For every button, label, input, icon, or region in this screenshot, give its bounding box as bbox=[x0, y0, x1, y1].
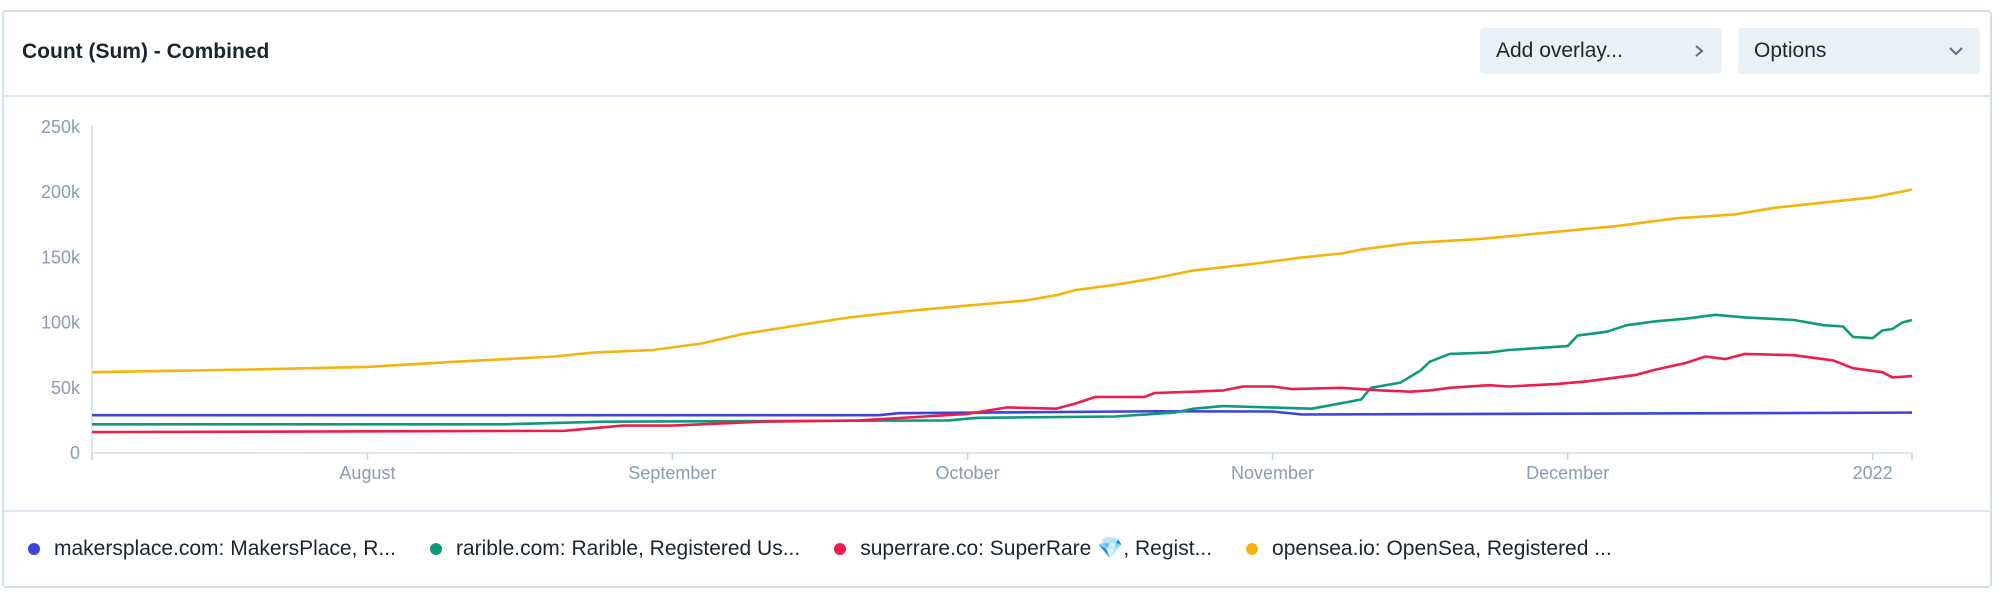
options-dropdown[interactable]: Options bbox=[1738, 28, 1980, 74]
x-tick-label: 2022 bbox=[1853, 463, 1893, 483]
series-line-1 bbox=[92, 313, 1913, 426]
chart-legend: makersplace.com: MakersPlace, R... rarib… bbox=[4, 510, 1990, 586]
legend-item-opensea[interactable]: opensea.io: OpenSea, Registered ... bbox=[1246, 537, 1612, 561]
y-tick-label: 150k bbox=[41, 247, 81, 267]
legend-item-makersplace[interactable]: makersplace.com: MakersPlace, R... bbox=[28, 537, 396, 561]
y-tick-label: 0 bbox=[70, 443, 80, 463]
x-tick-label: October bbox=[936, 463, 1000, 483]
line-chart: 0 50k 100k 150k 200k 250k August September Octob… bbox=[41, 117, 1913, 483]
chart-title: Count (Sum) - Combined bbox=[22, 40, 270, 63]
series-line-2 bbox=[91, 352, 1913, 434]
legend-item-superrare[interactable]: superrare.co: SuperRare 💎, Regist... bbox=[834, 537, 1212, 561]
legend-label: rarible.com: Rarible, Registered Us... bbox=[455, 537, 801, 560]
add-overlay-button[interactable]: Add overlay... bbox=[1480, 28, 1722, 74]
series-line-0 bbox=[92, 409, 1913, 417]
legend-dot-icon bbox=[429, 543, 442, 555]
chevron-down-icon bbox=[1948, 44, 1964, 58]
legend-dot-icon bbox=[834, 543, 847, 555]
options-label: Options bbox=[1754, 39, 1827, 62]
add-overlay-label: Add overlay... bbox=[1496, 39, 1623, 62]
legend-label: makersplace.com: MakersPlace, R... bbox=[54, 537, 396, 560]
x-tick-label: December bbox=[1526, 463, 1609, 483]
chart-panel: Count (Sum) - Combined Add overlay... Op… bbox=[2, 10, 1992, 588]
y-tick-label: 50k bbox=[51, 378, 81, 398]
chart-header: Count (Sum) - Combined Add overlay... Op… bbox=[4, 12, 1990, 97]
x-tick-label: November bbox=[1231, 463, 1314, 483]
chevron-right-icon bbox=[1692, 44, 1706, 58]
legend-dot-icon bbox=[28, 543, 40, 555]
legend-label: opensea.io: OpenSea, Registered ... bbox=[1272, 537, 1612, 560]
y-tick-label: 250k bbox=[41, 117, 81, 137]
legend-dot-icon bbox=[1246, 543, 1259, 555]
series-line-3 bbox=[91, 188, 1913, 374]
y-tick-label: 200k bbox=[41, 182, 81, 202]
x-tick-label: August bbox=[339, 463, 395, 483]
legend-item-rarible[interactable]: rarible.com: Rarible, Registered Us... bbox=[429, 537, 801, 561]
legend-label: superrare.co: SuperRare 💎, Regist... bbox=[860, 537, 1213, 560]
x-tick-label: September bbox=[628, 463, 716, 483]
y-tick-label: 100k bbox=[41, 313, 81, 333]
